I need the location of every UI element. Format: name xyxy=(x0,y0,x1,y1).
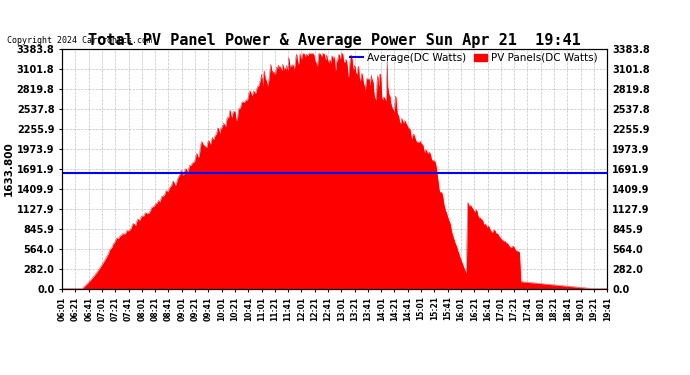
Legend: Average(DC Watts), PV Panels(DC Watts): Average(DC Watts), PV Panels(DC Watts) xyxy=(346,49,602,67)
Y-axis label: 1633.800: 1633.800 xyxy=(4,141,14,196)
Text: Copyright 2024 Cartronics.com: Copyright 2024 Cartronics.com xyxy=(7,36,152,45)
Title: Total PV Panel Power & Average Power Sun Apr 21  19:41: Total PV Panel Power & Average Power Sun… xyxy=(88,33,581,48)
